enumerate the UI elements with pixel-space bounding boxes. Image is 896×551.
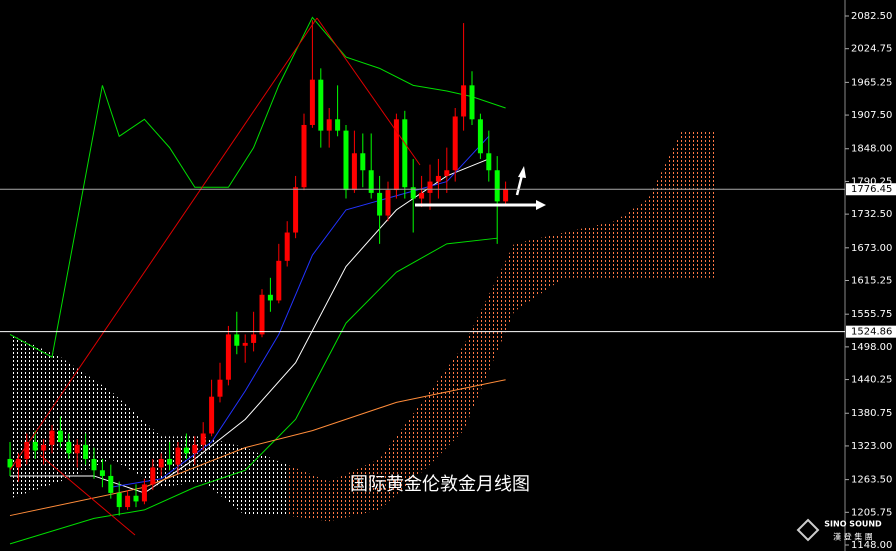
logo-icon — [796, 518, 820, 542]
candle-body — [259, 294, 265, 335]
candle-body — [469, 85, 475, 120]
candle-body — [251, 334, 257, 343]
candle-body — [83, 444, 89, 459]
candle-body — [494, 170, 500, 202]
candle-body — [461, 85, 467, 117]
candle-body — [385, 190, 391, 216]
logo-subtitle: 漢 登 集 團 — [833, 532, 873, 542]
y-tick-label: 1205.75 — [851, 507, 892, 518]
candle-body — [108, 475, 114, 493]
candle-body — [15, 458, 21, 468]
candle-body — [343, 130, 349, 191]
y-tick-label: 1323.00 — [851, 441, 892, 452]
candle-body — [477, 119, 483, 154]
arrow-head — [536, 200, 546, 210]
candle-body — [242, 342, 248, 346]
candle-body — [66, 441, 72, 454]
candle-body — [167, 458, 173, 465]
candle-body — [200, 433, 206, 445]
candle-body — [301, 124, 307, 188]
price-label-bg — [846, 183, 896, 196]
arrow — [515, 174, 524, 196]
candle-body — [402, 119, 408, 188]
candle-body — [503, 189, 509, 202]
candle-body — [309, 79, 315, 125]
candle-body — [444, 170, 450, 176]
trend-line — [316, 17, 421, 166]
candle-body — [158, 458, 164, 468]
candle-body — [24, 441, 30, 459]
price-label-bg — [846, 325, 896, 338]
candle-body — [486, 153, 492, 171]
candle-body — [293, 187, 299, 233]
candle-body — [452, 116, 458, 171]
trend-line — [9, 17, 318, 471]
plot-area — [7, 16, 716, 545]
candle-body — [192, 444, 198, 454]
candle-body — [393, 119, 399, 191]
price-label: 1776.45 — [851, 184, 892, 195]
candle-body — [225, 334, 231, 380]
y-tick-label: 1732.50 — [851, 209, 892, 220]
candle-body — [141, 484, 147, 502]
candle-body — [234, 334, 240, 346]
candle-body — [318, 79, 324, 131]
candle-body — [32, 441, 38, 451]
candle-body — [284, 232, 290, 261]
y-tick-label: 1848.00 — [851, 144, 892, 155]
candle-body — [91, 458, 97, 471]
logo-name: SINO SOUND — [824, 520, 882, 529]
candle-body — [335, 119, 341, 131]
y-tick-label: 2024.75 — [851, 44, 892, 55]
indicator-line — [9, 16, 506, 358]
candle-body — [368, 170, 374, 193]
candle-body — [419, 192, 425, 199]
candle-body — [360, 153, 366, 171]
arrow-head — [518, 166, 526, 178]
y-tick-label: 1615.25 — [851, 276, 892, 287]
candle-body — [150, 467, 156, 485]
y-tick-label: 1148.00 — [851, 540, 892, 551]
candle-body — [125, 495, 131, 508]
candle-body — [183, 447, 189, 454]
price-label: 1524.86 — [851, 327, 892, 338]
candle-body — [74, 444, 80, 454]
candle-body — [217, 379, 223, 397]
y-tick-label: 1907.50 — [851, 110, 892, 121]
y-tick-label: 1555.75 — [851, 309, 892, 320]
candle-body — [326, 119, 332, 131]
ichimoku-cloud — [10, 334, 288, 516]
y-tick-label: 1263.50 — [851, 475, 892, 486]
y-tick-label: 1380.75 — [851, 408, 892, 419]
y-tick-label: 1965.25 — [851, 77, 892, 88]
candle-body — [410, 187, 416, 199]
candle-body — [133, 495, 139, 502]
trend-line — [39, 454, 136, 536]
candle-body — [57, 430, 63, 442]
candle-body — [435, 175, 441, 182]
candle-body — [377, 192, 383, 216]
candle-body — [7, 458, 13, 468]
ichimoku-cloud — [287, 130, 716, 522]
candle-body — [116, 492, 122, 508]
y-tick-label: 1673.00 — [851, 243, 892, 254]
y-tick-label: 1790.25 — [851, 176, 892, 187]
candle-body — [267, 294, 273, 301]
caption: 国际黄金伦敦金月线图 — [350, 474, 530, 495]
y-tick-label: 2082.50 — [851, 11, 892, 22]
y-tick-label: 1498.00 — [851, 342, 892, 353]
candle-body — [276, 260, 282, 301]
candle-body — [49, 430, 55, 445]
indicator-line — [9, 379, 506, 517]
candle-body — [351, 153, 357, 191]
y-tick-label: 1440.25 — [851, 375, 892, 386]
candle-body — [209, 396, 215, 434]
candle-body — [427, 181, 433, 193]
candle-body — [99, 470, 105, 476]
candle-body — [175, 447, 181, 465]
candle-body — [41, 444, 47, 451]
